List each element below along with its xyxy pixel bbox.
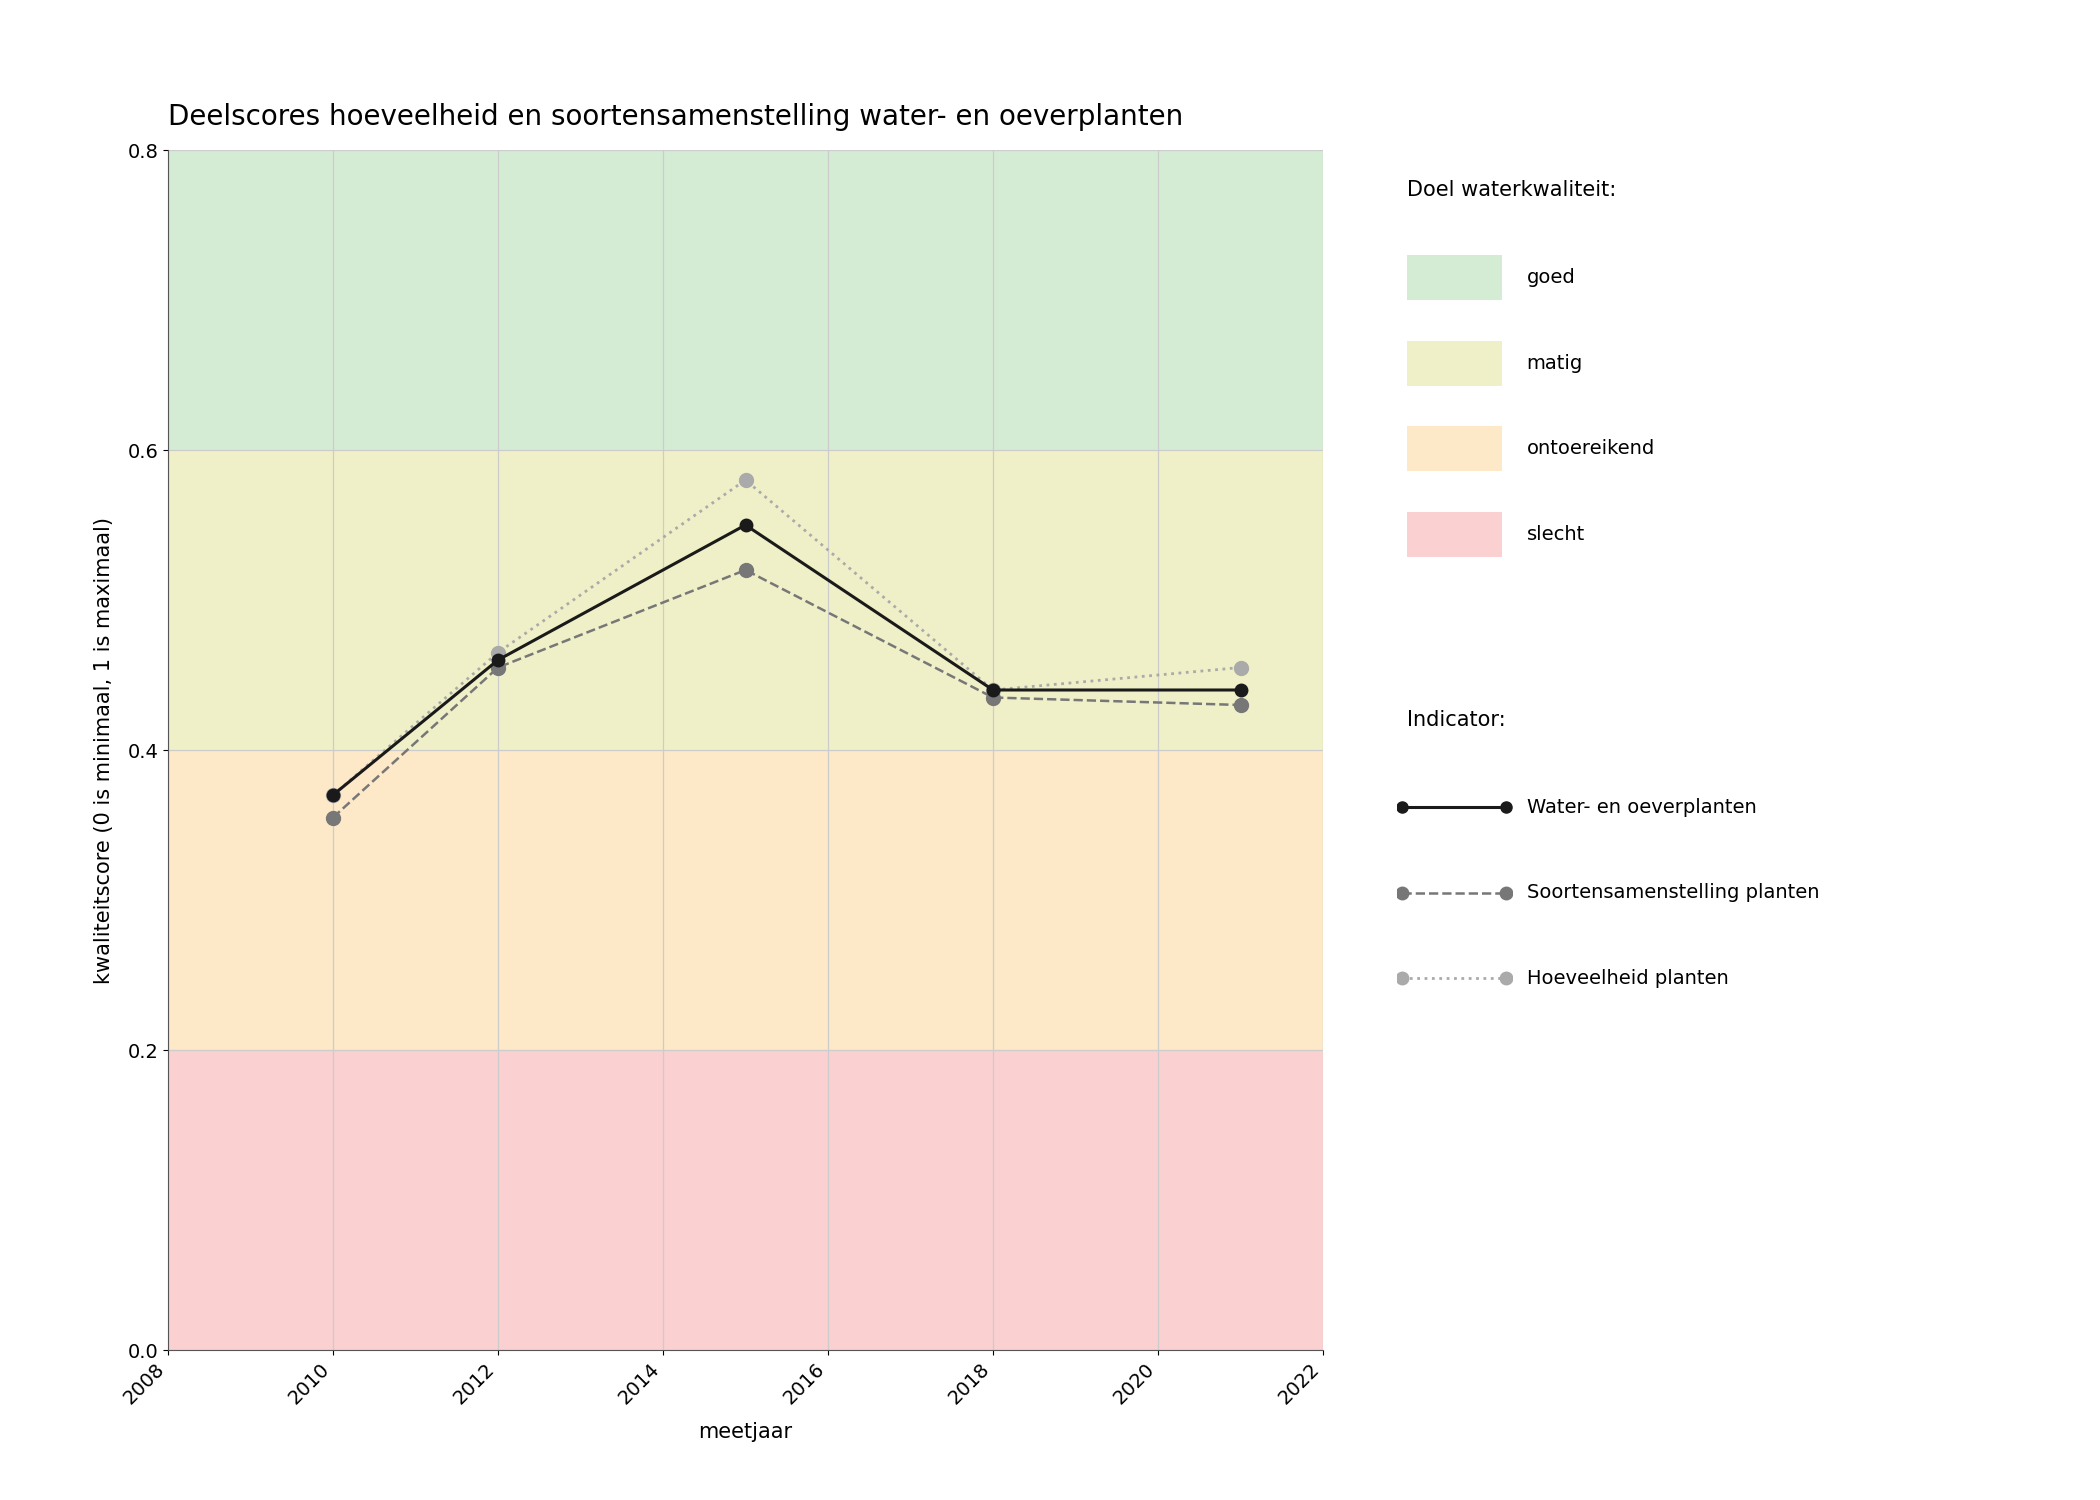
Soortensamenstelling planten [485,658,510,676]
Bar [168,150,1323,450]
Water- en oeverplanten [321,786,347,804]
Line: Hoeveelheid planten: Hoeveelheid planten [326,472,1247,802]
Bar [168,1050,1323,1350]
Hoeveelheid planten [981,681,1006,699]
Text: Soortensamenstelling planten: Soortensamenstelling planten [1527,884,1819,902]
Hoeveelheid planten [321,786,347,804]
Hoeveelheid planten [485,644,510,662]
X-axis label: meetjaar: meetjaar [699,1422,792,1442]
Water- en oeverplanten [1228,681,1254,699]
Water- en oeverplanten [733,516,758,534]
Soortensamenstelling planten [1228,696,1254,714]
Hoeveelheid planten [733,471,758,489]
Text: Deelscores hoeveelheid en soortensamenstelling water- en oeverplanten: Deelscores hoeveelheid en soortensamenst… [168,104,1182,130]
Water- en oeverplanten [981,681,1006,699]
Hoeveelheid planten [1228,658,1254,676]
Y-axis label: kwaliteitscore (0 is minimaal, 1 is maximaal): kwaliteitscore (0 is minimaal, 1 is maxi… [94,516,113,984]
Line: Soortensamenstelling planten: Soortensamenstelling planten [326,562,1247,825]
Soortensamenstelling planten [321,808,347,826]
Bar [168,750,1323,1050]
Text: Doel waterkwaliteit:: Doel waterkwaliteit: [1407,180,1617,200]
Text: Hoeveelheid planten: Hoeveelheid planten [1527,969,1728,987]
Line: Water- en oeverplanten: Water- en oeverplanten [328,519,1247,801]
Text: ontoereikend: ontoereikend [1527,440,1655,458]
Water- en oeverplanten [485,651,510,669]
Text: Indicator:: Indicator: [1407,710,1506,729]
Text: goed: goed [1527,268,1575,286]
Soortensamenstelling planten [981,688,1006,706]
Text: slecht: slecht [1527,525,1586,543]
Soortensamenstelling planten [733,561,758,579]
Bar [168,450,1323,750]
Text: Water- en oeverplanten: Water- en oeverplanten [1527,798,1756,816]
Text: matig: matig [1527,354,1583,372]
